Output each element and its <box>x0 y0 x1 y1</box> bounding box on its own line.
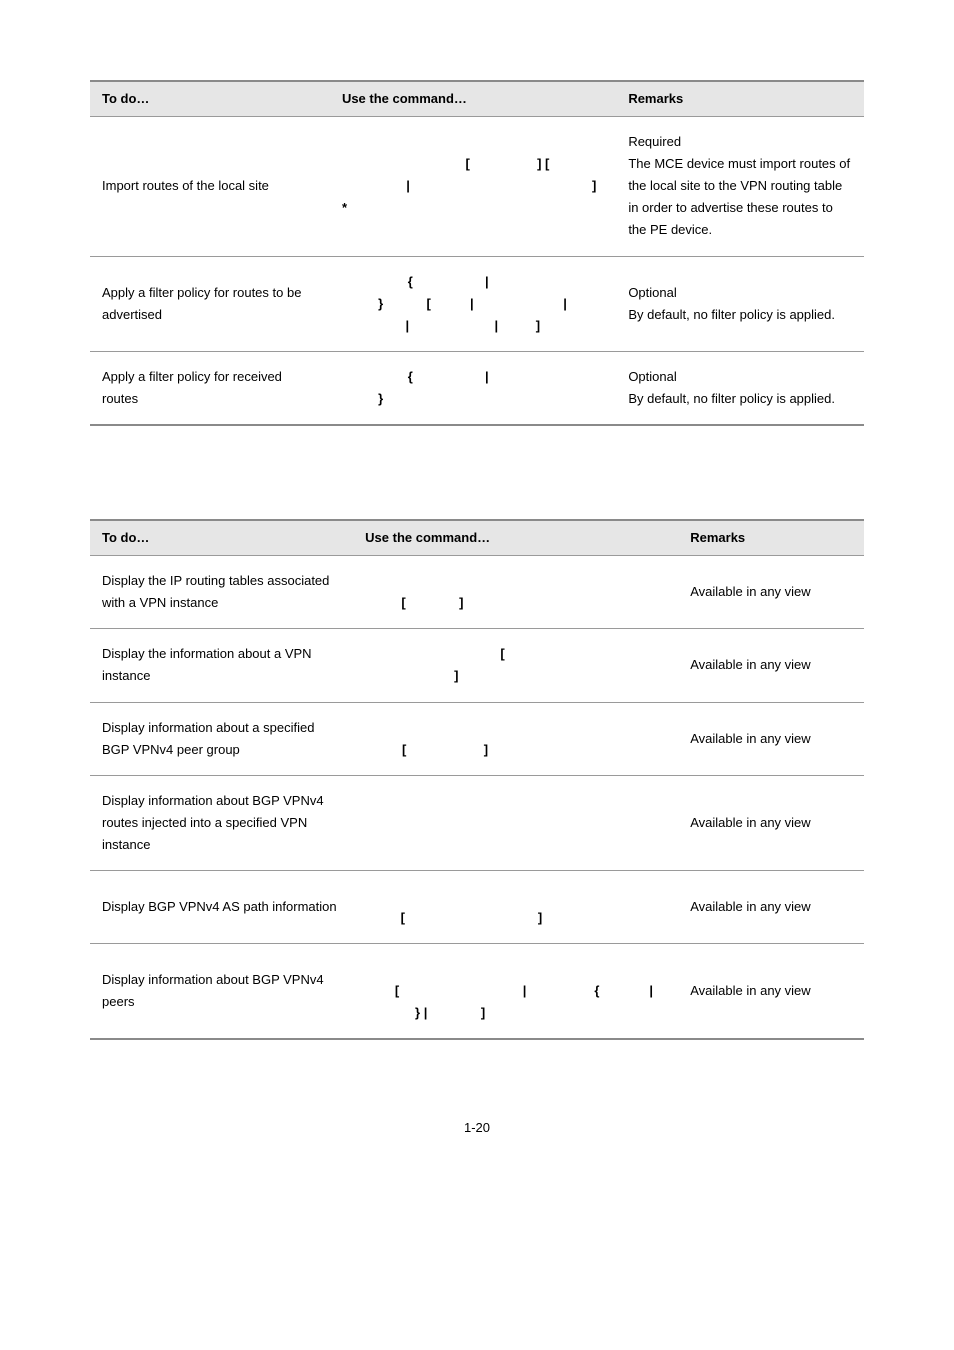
table-header-row: To do… Use the command… Remarks <box>90 520 864 556</box>
table-row: Display information about BGP VPNv4 peer… <box>90 944 864 1040</box>
col-header-task: To do… <box>90 81 330 117</box>
table-row: Import routes of the local siteimport-ro… <box>90 117 864 256</box>
table-row: Display BGP VPNv4 AS path informationdis… <box>90 870 864 943</box>
col-header-task: To do… <box>90 520 353 556</box>
remarks-cell: Available in any view <box>678 944 864 1040</box>
col-header-command: Use the command… <box>330 81 616 117</box>
command-cell: display bgp vpnv4 vpn-instance vpn-insta… <box>353 702 678 775</box>
task-cell: Display information about BGP VPNv4 rout… <box>90 775 353 870</box>
table-row: Display the information about a VPN inst… <box>90 629 864 702</box>
remarks-cell: Available in any view <box>678 556 864 629</box>
task-cell: Apply a filter policy for routes to be a… <box>90 256 330 351</box>
task-cell: Display information about a specified BG… <box>90 702 353 775</box>
col-header-remarks: Remarks <box>678 520 864 556</box>
table-row: Display information about a specified BG… <box>90 702 864 775</box>
col-header-command: Use the command… <box>353 520 678 556</box>
page-number: 1-20 <box>90 1120 864 1135</box>
command-cell: display bgp vpnv4 vpn-instance vpn-insta… <box>353 775 678 870</box>
command-cell: display ip routing-table vpn-instance vp… <box>353 556 678 629</box>
table-row: Apply a filter policy for received route… <box>90 351 864 425</box>
table-row: Display information about BGP VPNv4 rout… <box>90 775 864 870</box>
task-cell: Import routes of the local site <box>90 117 330 256</box>
command-cell: display ip vpn-instance [ instance-name … <box>353 629 678 702</box>
task-cell: Display the information about a VPN inst… <box>90 629 353 702</box>
command-cell: filter-policy { acl-number | ip-prefix i… <box>330 256 616 351</box>
remarks-cell: Available in any view <box>678 870 864 943</box>
task-cell: Display information about BGP VPNv4 peer… <box>90 944 353 1040</box>
task-cell: Apply a filter policy for received route… <box>90 351 330 425</box>
display-command-table: To do… Use the command… Remarks Display … <box>90 519 864 1040</box>
remarks-cell: OptionalBy default, no filter policy is … <box>616 256 864 351</box>
remarks-cell: RequiredThe MCE device must import route… <box>616 117 864 256</box>
remarks-cell: Available in any view <box>678 629 864 702</box>
remarks-cell: Available in any view <box>678 775 864 870</box>
command-cell: display bgp vpnv4 vpn-instance vpn-insta… <box>353 944 678 1040</box>
col-header-remarks: Remarks <box>616 81 864 117</box>
command-cell: filter-policy { acl-number | ip-prefix i… <box>330 351 616 425</box>
config-command-table: To do… Use the command… Remarks Import r… <box>90 80 864 426</box>
command-cell: display bgp vpnv4 vpn-instance vpn-insta… <box>353 870 678 943</box>
remarks-cell: OptionalBy default, no filter policy is … <box>616 351 864 425</box>
remarks-cell: Available in any view <box>678 702 864 775</box>
table2-body: Display the IP routing tables associated… <box>90 556 864 1040</box>
table-header-row: To do… Use the command… Remarks <box>90 81 864 117</box>
table1-body: Import routes of the local siteimport-ro… <box>90 117 864 425</box>
section-title: Displaying and Maintaining MCE <box>90 476 864 499</box>
task-cell: Display BGP VPNv4 AS path information <box>90 870 353 943</box>
table-row: Apply a filter policy for routes to be a… <box>90 256 864 351</box>
command-cell: import-route protocol [ process-id ] [ m… <box>330 117 616 256</box>
table-row: Display the IP routing tables associated… <box>90 556 864 629</box>
task-cell: Display the IP routing tables associated… <box>90 556 353 629</box>
